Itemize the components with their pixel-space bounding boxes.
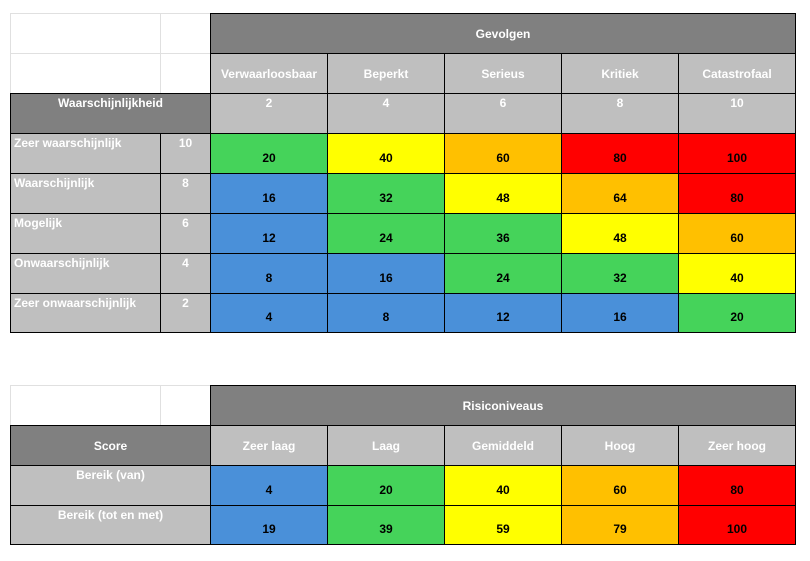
level-name[interactable]: Zeer hoog (678, 425, 796, 466)
range-label[interactable]: Bereik (tot en met) (10, 505, 211, 545)
range-value-cell[interactable]: 40 (444, 465, 562, 506)
likelihood-label[interactable]: Mogelijk (10, 213, 161, 254)
level-name[interactable]: Gemiddeld (444, 425, 562, 466)
risk-score-cell[interactable]: 80 (678, 173, 796, 214)
risk-score-cell[interactable]: 48 (561, 213, 679, 254)
range-value-cell[interactable]: 39 (327, 505, 445, 545)
risk-score-cell[interactable]: 8 (210, 253, 328, 294)
range-value-cell[interactable]: 60 (561, 465, 679, 506)
empty-cell[interactable] (160, 13, 211, 54)
risk-score-cell[interactable]: 60 (678, 213, 796, 254)
risk-score-cell[interactable]: 20 (678, 293, 796, 333)
likelihood-label[interactable]: Onwaarschijnlijk (10, 253, 161, 294)
likelihood-value[interactable]: 8 (160, 173, 211, 214)
range-value-cell[interactable]: 4 (210, 465, 328, 506)
level-name[interactable]: Zeer laag (210, 425, 328, 466)
risk-score-cell[interactable]: 16 (561, 293, 679, 333)
consequence-value[interactable]: 8 (561, 93, 679, 134)
consequence-label[interactable]: Verwaarloosbaar (210, 53, 328, 94)
range-value-cell[interactable]: 19 (210, 505, 328, 545)
range-value-cell[interactable]: 100 (678, 505, 796, 545)
range-value-cell[interactable]: 80 (678, 465, 796, 506)
likelihood-value[interactable]: 4 (160, 253, 211, 294)
likelihood-value[interactable]: 6 (160, 213, 211, 254)
risk-score-cell[interactable]: 32 (561, 253, 679, 294)
likelihood-label[interactable]: Zeer onwaarschijnlijk (10, 293, 161, 333)
risk-score-cell[interactable]: 12 (210, 213, 328, 254)
risk-score-cell[interactable]: 48 (444, 173, 562, 214)
risk-score-cell[interactable]: 100 (678, 133, 796, 174)
risk-score-cell[interactable]: 24 (327, 213, 445, 254)
empty-cell[interactable] (10, 53, 161, 94)
consequence-label[interactable]: Catastrofaal (678, 53, 796, 94)
risk-score-cell[interactable]: 12 (444, 293, 562, 333)
level-name[interactable]: Laag (327, 425, 445, 466)
risk-score-cell[interactable]: 16 (210, 173, 328, 214)
consequence-label[interactable]: Serieus (444, 53, 562, 94)
consequence-value[interactable]: 6 (444, 93, 562, 134)
range-value-cell[interactable]: 59 (444, 505, 562, 545)
score-header[interactable]: Score (10, 425, 211, 466)
risk-score-cell[interactable]: 80 (561, 133, 679, 174)
consequence-value[interactable]: 4 (327, 93, 445, 134)
empty-cell[interactable] (160, 385, 211, 426)
risk-score-cell[interactable]: 40 (327, 133, 445, 174)
risk-score-cell[interactable]: 40 (678, 253, 796, 294)
range-value-cell[interactable]: 79 (561, 505, 679, 545)
matrix-title[interactable]: Gevolgen (210, 13, 796, 54)
risk-score-cell[interactable]: 4 (210, 293, 328, 333)
empty-cell[interactable] (160, 53, 211, 94)
risk-score-cell[interactable]: 36 (444, 213, 562, 254)
risk-score-cell[interactable]: 8 (327, 293, 445, 333)
risk-score-cell[interactable]: 64 (561, 173, 679, 214)
likelihood-label[interactable]: Zeer waarschijnlijk (10, 133, 161, 174)
risk-score-cell[interactable]: 20 (210, 133, 328, 174)
consequence-label[interactable]: Kritiek (561, 53, 679, 94)
likelihood-label[interactable]: Waarschijnlijk (10, 173, 161, 214)
risk-score-cell[interactable]: 16 (327, 253, 445, 294)
risk-score-cell[interactable]: 32 (327, 173, 445, 214)
levels-title[interactable]: Risiconiveaus (210, 385, 796, 426)
empty-cell[interactable] (10, 385, 161, 426)
risk-score-cell[interactable]: 60 (444, 133, 562, 174)
empty-cell[interactable] (10, 13, 161, 54)
likelihood-header[interactable]: Waarschijnlijkheid (10, 93, 211, 134)
level-name[interactable]: Hoog (561, 425, 679, 466)
range-label[interactable]: Bereik (van) (10, 465, 211, 506)
consequence-value[interactable]: 2 (210, 93, 328, 134)
risk-score-cell[interactable]: 24 (444, 253, 562, 294)
consequence-value[interactable]: 10 (678, 93, 796, 134)
consequence-label[interactable]: Beperkt (327, 53, 445, 94)
likelihood-value[interactable]: 2 (160, 293, 211, 333)
range-value-cell[interactable]: 20 (327, 465, 445, 506)
likelihood-value[interactable]: 10 (160, 133, 211, 174)
